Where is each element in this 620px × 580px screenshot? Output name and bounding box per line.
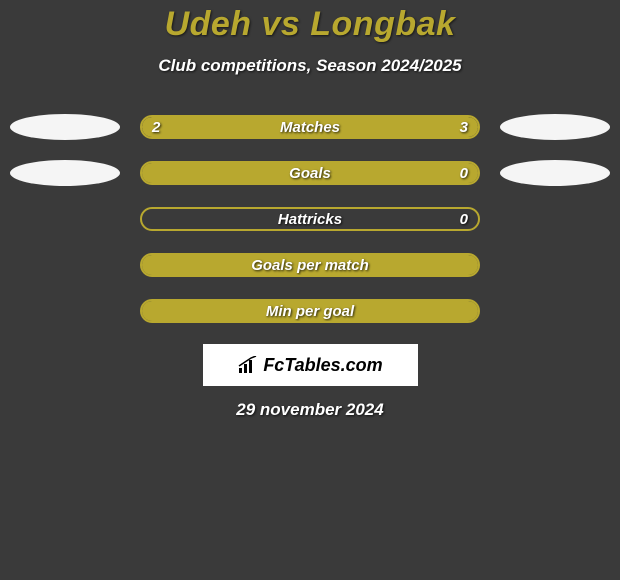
- stat-bar: 23Matches: [140, 115, 480, 139]
- chart-icon: [237, 356, 259, 374]
- player-right-oval: [500, 160, 610, 186]
- spacer: [500, 298, 610, 324]
- stat-row: 23Matches: [0, 114, 620, 140]
- spacer: [500, 206, 610, 232]
- stat-row: Min per goal: [0, 298, 620, 324]
- stat-label: Goals per match: [142, 255, 478, 275]
- stat-bar: 0Goals: [140, 161, 480, 185]
- stat-bar: Min per goal: [140, 299, 480, 323]
- player-right-oval: [500, 114, 610, 140]
- spacer: [10, 206, 120, 232]
- stat-label: Goals: [142, 163, 478, 183]
- player-left-oval: [10, 114, 120, 140]
- stats-card: Udeh vs Longbak Club competitions, Seaso…: [0, 0, 620, 420]
- season-subtitle: Club competitions, Season 2024/2025: [0, 56, 620, 76]
- stat-rows: 23Matches 0Goals 0Hattricks Goals per match…: [0, 114, 620, 324]
- logo-text: FcTables.com: [263, 355, 382, 376]
- spacer: [10, 298, 120, 324]
- stat-bar: Goals per match: [140, 253, 480, 277]
- date-text: 29 november 2024: [0, 400, 620, 420]
- player-left-oval: [10, 160, 120, 186]
- page-title: Udeh vs Longbak: [0, 5, 620, 44]
- stat-row: 0Goals: [0, 160, 620, 186]
- stat-label: Matches: [142, 117, 478, 137]
- spacer: [500, 252, 610, 278]
- stat-row: 0Hattricks: [0, 206, 620, 232]
- stat-label: Hattricks: [142, 209, 478, 229]
- spacer: [10, 252, 120, 278]
- logo: FcTables.com: [237, 355, 382, 376]
- stat-row: Goals per match: [0, 252, 620, 278]
- logo-box: FcTables.com: [203, 344, 418, 386]
- stat-bar: 0Hattricks: [140, 207, 480, 231]
- stat-label: Min per goal: [142, 301, 478, 321]
